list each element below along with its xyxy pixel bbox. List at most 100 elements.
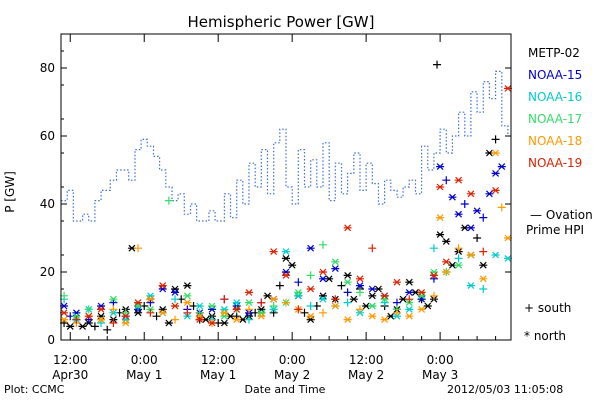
metp-02-north-point (306, 316, 315, 324)
x-tick-label-date: May 2 (274, 368, 310, 382)
footer-timestamp: 2012/05/03 11:05:08 (447, 383, 563, 396)
marker-legend: + south * north (524, 301, 571, 343)
marker-legend-north: * north (524, 329, 566, 343)
noaa-15-south-point (460, 200, 469, 208)
noaa-19-north-point (232, 305, 241, 313)
x-tick-label-time: 12:00 (201, 353, 236, 367)
noaa-17-south-point (84, 305, 93, 314)
noaa-15-north-point (466, 224, 475, 232)
noaa-19-north-point (171, 302, 180, 310)
noaa-19-north-point (429, 271, 438, 279)
noaa-15-south-point (442, 176, 451, 185)
metp-02-south-point (473, 234, 482, 242)
metp-02-north-point (158, 305, 167, 313)
x-tick-label-date: May 1 (126, 368, 162, 382)
metp-02-north-point (405, 278, 414, 286)
noaa-17-north-point (454, 261, 463, 269)
metp-02-north-point (442, 237, 451, 245)
noaa-16-north-point (121, 316, 130, 324)
noaa-17-south-point (306, 271, 315, 280)
noaa-19-north-point (134, 299, 143, 307)
noaa-19-north-point (282, 271, 290, 279)
x-tick-label-time: 12:00 (349, 353, 384, 367)
noaa-15-north-point (355, 282, 364, 290)
metp-02-south-point (491, 135, 500, 144)
noaa-15-north-point (473, 207, 482, 215)
noaa-18-north-point (466, 251, 475, 259)
noaa-17-north-point (245, 299, 254, 307)
noaa-18-south-point (429, 291, 438, 300)
noaa-19-north-point (417, 288, 426, 296)
noaa-16-south-point (343, 298, 352, 307)
noaa-18-south-point (134, 244, 143, 253)
noaa-15-south-point (294, 278, 303, 287)
noaa-15-north-point (282, 268, 290, 276)
metp-02-north-point (78, 322, 87, 330)
legend-noaa-19: NOAA-19 (528, 156, 582, 170)
noaa-18-north-point (306, 312, 315, 320)
satellite-points-layer (60, 60, 512, 334)
x-tick-label-date: May 2 (348, 368, 384, 382)
noaa-15-south-point (479, 213, 488, 222)
metp-02-north-point (318, 292, 327, 300)
metp-02-north-point (436, 231, 445, 239)
metp-02-north-point (183, 282, 192, 290)
noaa-15-north-point (306, 244, 315, 252)
metp-02-north-point (97, 312, 106, 320)
noaa-17-north-point (294, 288, 303, 296)
noaa-18-north-point (269, 295, 278, 303)
noaa-15-north-point (448, 193, 457, 201)
noaa-16-north-point (466, 282, 475, 290)
legend: METP-02 NOAA-15 NOAA-16 NOAA-17 NOAA-18 NOAA-… (528, 46, 582, 170)
noaa-19-north-point (491, 186, 500, 194)
metp-02-north-point (66, 322, 75, 330)
metp-02-south-point (337, 281, 346, 290)
metp-02-south-point (103, 325, 112, 334)
noaa-15-north-point (97, 302, 106, 310)
x-tick-label-time: 12:00 (53, 353, 88, 367)
metp-02-north-point (349, 295, 358, 303)
noaa-19-north-point (392, 278, 401, 286)
legend-noaa-16: NOAA-16 (528, 90, 582, 104)
noaa-19-north-point (158, 282, 167, 290)
ovation-hpi-layer (61, 70, 509, 222)
metp-02-north-point (257, 305, 266, 313)
noaa-19-south-point (331, 295, 340, 304)
noaa-18-south-point (318, 308, 327, 317)
noaa-18-north-point (146, 295, 155, 303)
x-tick-label-time: 0:00 (427, 353, 454, 367)
noaa-18-north-point (380, 316, 389, 324)
noaa-15-south-point (392, 298, 401, 307)
noaa-18-north-point (436, 214, 445, 222)
metp-02-north-point (134, 309, 143, 317)
noaa-15-north-point (72, 309, 81, 317)
x-tick-label-date: Apr30 (52, 368, 88, 382)
noaa-18-north-point (232, 316, 241, 324)
noaa-19-south-point (146, 308, 155, 317)
ovation-legend-line1: — Ovation (530, 208, 593, 222)
noaa-19-south-point (479, 247, 488, 256)
noaa-19-north-point (245, 288, 254, 296)
x-tick-label-date: May 3 (422, 368, 458, 382)
noaa-18-north-point (158, 309, 167, 317)
noaa-15-north-point (158, 285, 167, 293)
x-tick-label-date: May 1 (200, 368, 236, 382)
noaa-19-south-point (109, 319, 118, 327)
noaa-19-north-point (343, 224, 352, 232)
noaa-19-north-point (84, 312, 93, 320)
noaa-19-north-point (380, 292, 389, 300)
noaa-18-north-point (121, 319, 130, 327)
noaa-18-south-point (171, 315, 180, 324)
y-axis-label: P [GW] (3, 171, 17, 213)
noaa-19-north-point (208, 319, 217, 327)
noaa-19-south-point (220, 295, 229, 304)
y-tick-label: 80 (40, 61, 55, 75)
noaa-16-north-point (318, 295, 327, 303)
noaa-16-north-point (405, 305, 414, 313)
noaa-19-south-point (72, 315, 81, 324)
noaa-19-north-point (355, 275, 364, 283)
noaa-19-north-point (195, 316, 204, 324)
x-tick-label-time: 0:00 (131, 353, 158, 367)
noaa-15-north-point (368, 285, 377, 293)
